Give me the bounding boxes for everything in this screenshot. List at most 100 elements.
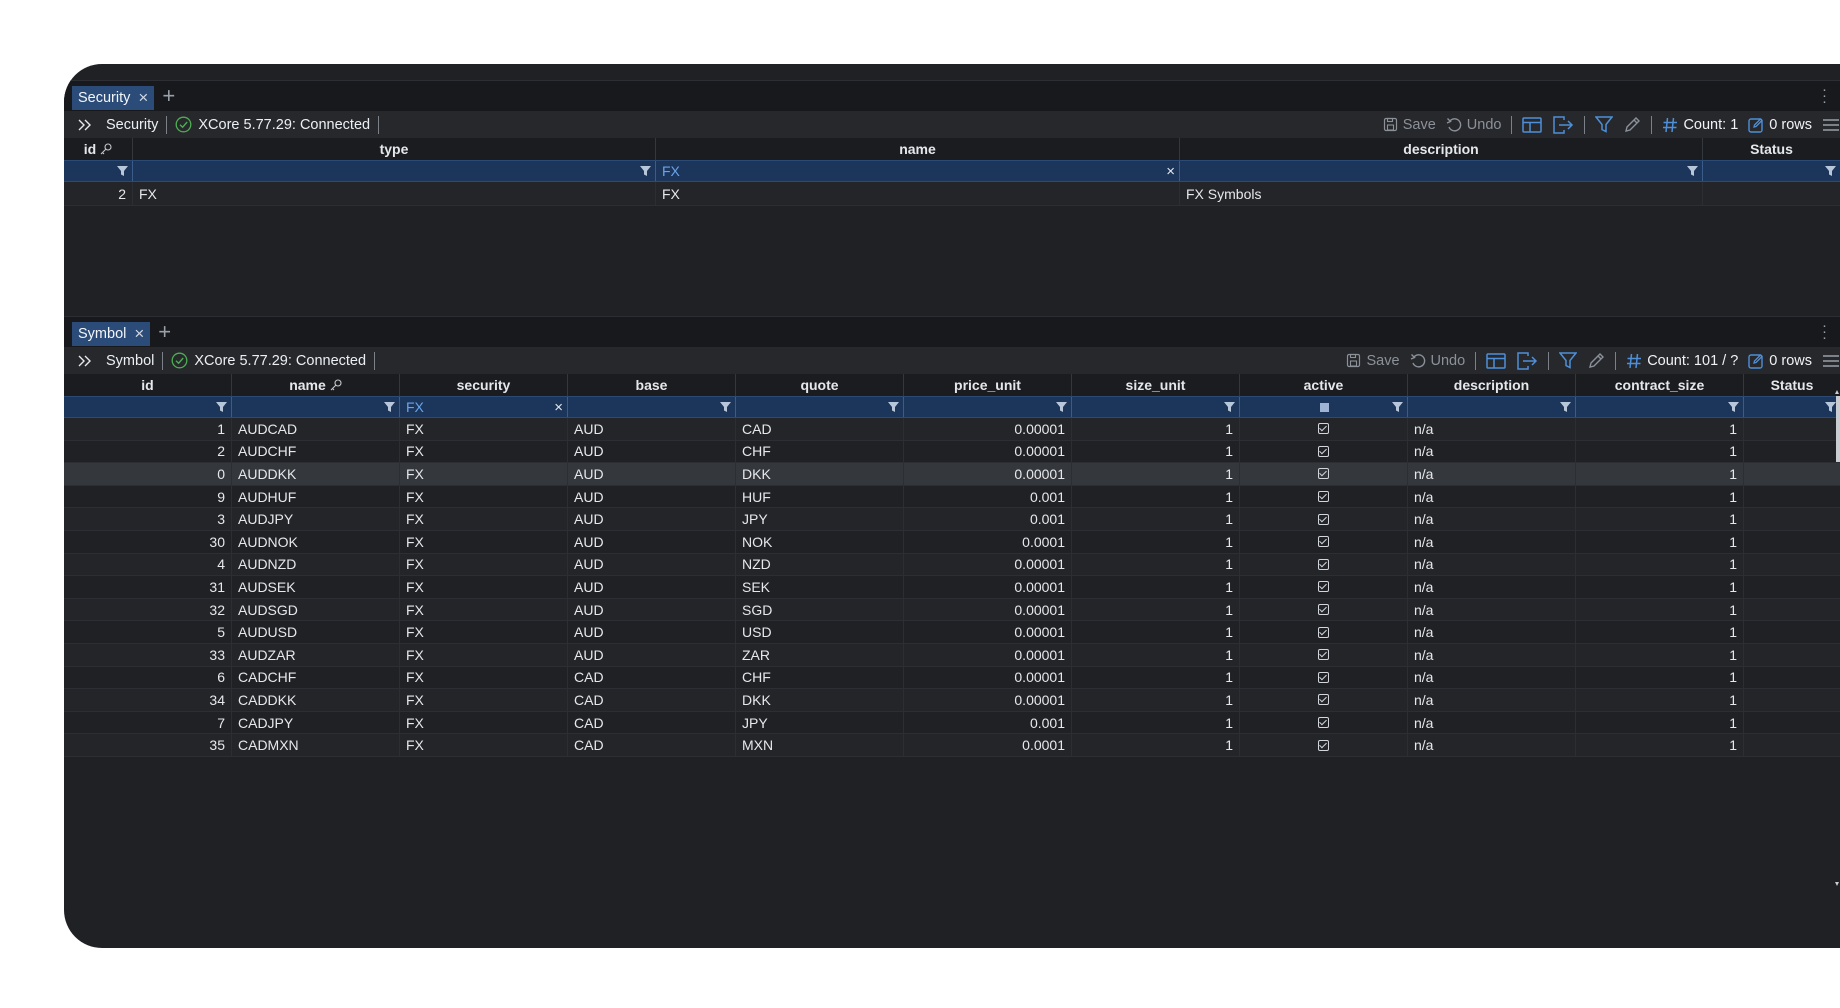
edit-button[interactable] — [1587, 352, 1605, 370]
active-checkbox[interactable] — [1318, 536, 1329, 548]
filter-funnel-icon[interactable] — [1825, 402, 1836, 412]
scroll-down-icon[interactable] — [1835, 882, 1839, 886]
active-checkbox[interactable] — [1318, 626, 1329, 638]
undo-button[interactable]: Undo — [1410, 353, 1465, 369]
filter-button[interactable] — [1595, 116, 1614, 133]
active-checkbox[interactable] — [1318, 445, 1329, 457]
filter-funnel-icon[interactable] — [1392, 402, 1403, 412]
tab-security[interactable]: Security × — [72, 85, 155, 110]
header-active[interactable]: active — [1240, 374, 1408, 396]
active-checkbox[interactable] — [1318, 423, 1329, 435]
header-status[interactable]: Status — [1750, 141, 1793, 157]
add-tab-icon[interactable]: + — [162, 83, 176, 108]
tab-symbol[interactable]: Symbol × — [72, 321, 151, 346]
table-row[interactable]: 31 AUDSEK FX AUD SEK 0.00001 1 n/a 1 — [64, 576, 1840, 599]
table-row[interactable]: 7 CADJPY FX CAD JPY 0.001 1 n/a 1 — [64, 711, 1840, 735]
header-name[interactable]: name — [656, 138, 1180, 160]
table-row[interactable]: 3 AUDJPY FX AUD JPY 0.001 1 n/a 1 — [64, 508, 1840, 531]
active-checkbox[interactable] — [1318, 513, 1329, 525]
filter-type[interactable] — [133, 161, 656, 181]
filter-funnel-icon[interactable] — [1056, 402, 1067, 412]
menu-icon[interactable] — [1822, 354, 1840, 368]
header-quote[interactable]: quote — [736, 374, 904, 396]
add-tab-icon[interactable]: + — [158, 319, 172, 344]
header-price-unit[interactable]: price_unit — [904, 374, 1072, 396]
close-icon[interactable]: × — [138, 88, 149, 107]
layout-button[interactable] — [1486, 352, 1506, 369]
indeterminate-checkbox[interactable] — [1319, 403, 1329, 412]
header-security[interactable]: security — [400, 374, 568, 396]
header-id[interactable]: id — [64, 374, 232, 396]
table-row[interactable]: 2 AUDCHF FX AUD CHF 0.00001 1 n/a 1 — [64, 440, 1840, 464]
header-size-unit[interactable]: size_unit — [1072, 374, 1240, 396]
header-status[interactable]: Status — [1770, 377, 1814, 393]
header-base[interactable]: base — [568, 374, 736, 396]
filter-funnel-icon[interactable] — [1560, 402, 1571, 412]
close-icon[interactable]: × — [134, 324, 145, 343]
filter-funnel-icon[interactable] — [117, 166, 128, 176]
filter-description[interactable] — [1408, 397, 1576, 417]
export-button[interactable] — [1552, 115, 1574, 134]
menu-icon[interactable] — [1822, 118, 1840, 132]
expand-chevrons-icon[interactable] — [78, 119, 92, 131]
undo-button[interactable]: Undo — [1446, 117, 1501, 133]
filter-funnel-icon[interactable] — [1825, 166, 1836, 176]
clear-filter-icon[interactable]: × — [1166, 163, 1175, 180]
header-contract-size[interactable]: contract_size — [1576, 374, 1744, 396]
active-checkbox[interactable] — [1318, 468, 1329, 480]
vertical-scrollbar[interactable] — [1836, 396, 1840, 462]
filter-quote[interactable] — [736, 397, 904, 417]
header-type[interactable]: type — [133, 138, 656, 160]
active-checkbox[interactable] — [1318, 717, 1329, 729]
filter-funnel-icon[interactable] — [1224, 402, 1235, 412]
filter-funnel-icon[interactable] — [216, 402, 227, 412]
table-row[interactable]: 4 AUDNZD FX AUD NZD 0.00001 1 n/a 1 — [64, 553, 1840, 577]
table-row[interactable]: 34 CADDKK FX CAD DKK 0.00001 1 n/a 1 — [64, 689, 1840, 712]
filter-button[interactable] — [1559, 352, 1578, 369]
filter-description[interactable] — [1180, 161, 1703, 181]
filter-contract-size[interactable] — [1576, 397, 1744, 417]
filter-size-unit[interactable] — [1072, 397, 1240, 417]
table-row[interactable]: 1 AUDCAD FX AUD CAD 0.00001 1 n/a 1 — [64, 418, 1840, 441]
table-row[interactable]: 35 CADMXN FX CAD MXN 0.0001 1 n/a 1 — [64, 734, 1840, 757]
header-description[interactable]: description — [1180, 138, 1703, 160]
active-checkbox[interactable] — [1318, 739, 1329, 751]
header-id[interactable]: id — [64, 138, 133, 160]
active-checkbox[interactable] — [1318, 649, 1329, 661]
table-row[interactable]: 2 FX FX FX Symbols — [64, 182, 1840, 206]
filter-funnel-icon[interactable] — [384, 402, 395, 412]
filter-funnel-icon[interactable] — [1687, 166, 1698, 176]
more-vertical-icon[interactable]: · · · — [1822, 317, 1827, 346]
filter-security-value[interactable]: FX — [406, 399, 424, 415]
filter-name-value[interactable]: FX — [662, 163, 680, 179]
table-row[interactable]: 33 AUDZAR FX AUD ZAR 0.00001 1 n/a 1 — [64, 643, 1840, 667]
filter-id[interactable] — [64, 397, 232, 417]
filter-status[interactable] — [1744, 397, 1840, 417]
table-row[interactable]: 5 AUDUSD FX AUD USD 0.00001 1 n/a 1 — [64, 621, 1840, 644]
filter-name[interactable]: FX × — [656, 161, 1180, 181]
filter-status[interactable] — [1703, 161, 1840, 181]
filter-active[interactable] — [1240, 397, 1408, 417]
save-button[interactable]: Save — [1383, 117, 1436, 133]
filter-funnel-icon[interactable] — [888, 402, 899, 412]
active-checkbox[interactable] — [1318, 581, 1329, 593]
table-row[interactable]: 30 AUDNOK FX AUD NOK 0.0001 1 n/a 1 — [64, 530, 1840, 554]
more-vertical-icon[interactable]: · · · — [1822, 81, 1827, 110]
layout-button[interactable] — [1522, 116, 1543, 133]
active-checkbox[interactable] — [1318, 604, 1329, 616]
save-button[interactable]: Save — [1346, 353, 1400, 369]
scroll-up-icon[interactable] — [1835, 390, 1839, 394]
filter-funnel-icon[interactable] — [720, 402, 731, 412]
active-checkbox[interactable] — [1318, 694, 1329, 706]
export-button[interactable] — [1516, 351, 1538, 370]
header-name[interactable]: name — [232, 374, 400, 396]
filter-funnel-icon[interactable] — [640, 166, 651, 176]
active-checkbox[interactable] — [1318, 671, 1329, 683]
filter-security[interactable]: FX × — [400, 397, 568, 417]
active-checkbox[interactable] — [1318, 491, 1329, 503]
table-row[interactable]: 6 CADCHF FX CAD CHF 0.00001 1 n/a 1 — [64, 666, 1840, 690]
filter-base[interactable] — [568, 397, 736, 417]
filter-name[interactable] — [232, 397, 400, 417]
table-row[interactable]: 0 AUDDKK FX AUD DKK 0.00001 1 n/a 1 — [64, 463, 1840, 486]
clear-filter-icon[interactable]: × — [554, 399, 563, 416]
